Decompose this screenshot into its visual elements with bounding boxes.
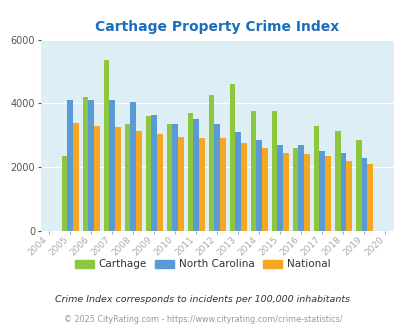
Bar: [355, 140, 361, 231]
Bar: [262, 148, 267, 231]
Bar: [271, 112, 277, 231]
Bar: [193, 119, 198, 231]
Bar: [198, 139, 204, 231]
Bar: [303, 154, 309, 231]
Legend: Carthage, North Carolina, National: Carthage, North Carolina, National: [70, 255, 335, 274]
Bar: [115, 127, 120, 231]
Bar: [345, 161, 351, 231]
Bar: [62, 156, 67, 231]
Bar: [177, 137, 183, 231]
Bar: [82, 97, 88, 231]
Bar: [157, 134, 162, 231]
Bar: [214, 124, 220, 231]
Bar: [187, 113, 193, 231]
Bar: [172, 124, 177, 231]
Bar: [67, 100, 72, 231]
Bar: [103, 60, 109, 231]
Bar: [166, 124, 172, 231]
Bar: [366, 164, 372, 231]
Bar: [151, 115, 157, 231]
Bar: [256, 140, 262, 231]
Bar: [298, 145, 303, 231]
Bar: [220, 139, 225, 231]
Bar: [72, 122, 78, 231]
Bar: [313, 126, 319, 231]
Bar: [145, 116, 151, 231]
Bar: [277, 145, 282, 231]
Bar: [208, 95, 214, 231]
Bar: [324, 156, 330, 231]
Bar: [229, 84, 235, 231]
Bar: [130, 102, 136, 231]
Text: Crime Index corresponds to incidents per 100,000 inhabitants: Crime Index corresponds to incidents per…: [55, 295, 350, 304]
Bar: [340, 153, 345, 231]
Bar: [334, 130, 340, 231]
Bar: [282, 153, 288, 231]
Bar: [124, 124, 130, 231]
Bar: [235, 132, 241, 231]
Bar: [94, 126, 99, 231]
Text: © 2025 CityRating.com - https://www.cityrating.com/crime-statistics/: © 2025 CityRating.com - https://www.city…: [64, 315, 341, 324]
Bar: [136, 130, 141, 231]
Title: Carthage Property Crime Index: Carthage Property Crime Index: [95, 20, 339, 34]
Bar: [88, 100, 94, 231]
Bar: [250, 112, 256, 231]
Bar: [361, 158, 366, 231]
Bar: [319, 151, 324, 231]
Bar: [292, 148, 298, 231]
Bar: [241, 143, 246, 231]
Bar: [109, 100, 115, 231]
